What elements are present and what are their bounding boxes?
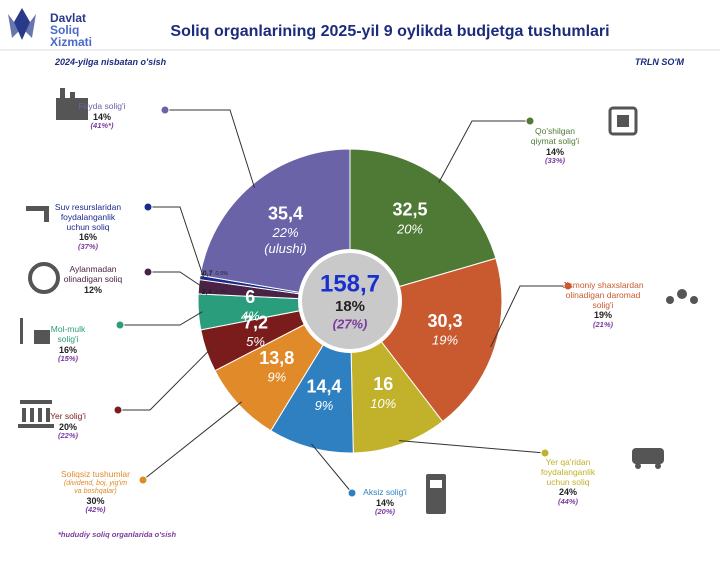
- unit: TRLN SO'M: [634, 57, 684, 67]
- share-label: 0,5%: [215, 271, 228, 277]
- slice: [349, 148, 497, 302]
- leader-line: [120, 311, 203, 326]
- share-label: 20%: [396, 221, 423, 236]
- category-label: Qo'shilgan qiymat solig'i: [530, 126, 580, 146]
- growth-label: 14%: [545, 146, 564, 157]
- category-label: Yer qa'ridan foydalanganlik uchun soliq: [540, 457, 596, 487]
- growth-2024-label: (33%): [544, 155, 565, 165]
- share-label: 22%: [272, 225, 299, 240]
- logo-line: Davlat: [50, 11, 87, 25]
- leader-line: [148, 271, 203, 288]
- value-label: 6: [245, 287, 255, 307]
- callout: Soliqsiz tushumlar (dividend, boj, yig'im…: [48, 469, 143, 515]
- callout-dot: [143, 267, 153, 277]
- value-label: 16: [373, 374, 393, 394]
- callout-dot: [115, 320, 125, 330]
- category-label: Aksiz solig'i: [363, 487, 407, 497]
- callout: Aksiz solig'i 14% (20%): [340, 487, 430, 517]
- chart-title: Soliq organlarining 2025-yil 9 oylikda b…: [170, 23, 610, 40]
- callout-dot: [160, 105, 170, 115]
- logo-icon: [8, 8, 36, 40]
- logo-text: Davlat Soliq Xizmati: [50, 12, 92, 48]
- growth-2024-label: (15%): [57, 353, 78, 363]
- share-label: 19%: [432, 332, 458, 347]
- share-label: 9%: [315, 398, 334, 413]
- share-label: 10%: [370, 396, 396, 411]
- value-label: 32,5: [392, 200, 427, 220]
- logo-line: Xizmati: [50, 35, 93, 49]
- callout: Suv resurslaridan foydalanganlik uchun s…: [33, 202, 143, 251]
- leader-line: [148, 206, 205, 279]
- value-label: 13,8: [259, 348, 294, 368]
- callout: Qo'shilgan qiymat solig'i 14% (33%): [510, 126, 600, 166]
- growth-label: 30%: [86, 495, 105, 506]
- callout-dot: [347, 488, 357, 498]
- callout-dot: [563, 281, 573, 291]
- callout: Yer qa'ridan foydalanganlik uchun soliq 2…: [523, 457, 613, 506]
- callout: Jismoniy shaxslardan olinadigan daromad …: [548, 280, 658, 329]
- value-label: 30,3: [428, 311, 463, 331]
- callout-dot: [143, 202, 153, 212]
- share-label: 5%: [246, 334, 265, 349]
- slice: [199, 148, 351, 302]
- total-label: 158,7: [320, 270, 380, 297]
- value-label: 7,2: [243, 312, 268, 332]
- share-note: (ulushi): [264, 241, 307, 256]
- category-label: Soliqsiz tushumlar: [61, 469, 130, 479]
- growth-2024-label: (37%): [77, 241, 98, 251]
- logo-line: Soliq: [50, 23, 80, 37]
- callout: Aylanmadan olinadigan soliq 12%: [48, 264, 138, 295]
- growth-label: 16%: [78, 232, 97, 243]
- category-label: Mol-mulk solig'i: [50, 324, 86, 344]
- share-label: 4%: [241, 309, 260, 324]
- growth-label: 20%: [58, 421, 77, 432]
- growth-2024-label: (41%*): [90, 121, 114, 131]
- total-growth-label: 18%: [335, 298, 365, 315]
- icons: [18, 88, 698, 514]
- growth-label: 16%: [58, 344, 77, 355]
- callout: Foyda solig'i 14% (41%*): [57, 101, 147, 131]
- category-label: Yer solig'i: [50, 411, 86, 421]
- footnote: *hududiy soliq organlarida o'sish: [58, 530, 177, 539]
- growth-2024-label: (22%): [57, 431, 78, 441]
- growth-label: 14%: [92, 111, 111, 122]
- callout-dot: [525, 116, 535, 126]
- leader-line: [438, 120, 530, 183]
- leader-line: [311, 443, 353, 494]
- growth-2024-label: (42%): [85, 505, 106, 515]
- category-label: Aylanmadan olinadigan soliq: [63, 264, 123, 284]
- total-growth-2024-label: (27%): [333, 316, 368, 331]
- subtitle: 2024-yilga nisbatan o'sish: [55, 57, 167, 67]
- leader-line: [399, 440, 546, 454]
- growth-label: 19%: [593, 310, 612, 321]
- value-label: 14,4: [306, 376, 341, 396]
- leader-line: [165, 109, 256, 189]
- category-label: Jismoniy shaxslardan olinadigan daromad …: [562, 280, 644, 310]
- value-label: 2,4: [202, 289, 212, 296]
- growth-2024-label: (44%): [557, 496, 578, 506]
- callout-dot: [113, 405, 123, 415]
- callout: Mol-mulk solig'i 16% (15%): [23, 324, 113, 364]
- category-label: Suv resurslaridan foydalanganlik uchun s…: [54, 202, 122, 232]
- callout: Yer solig'i 20% (22%): [23, 411, 113, 441]
- leader-line: [490, 285, 568, 348]
- value-label: 0,7: [203, 270, 213, 277]
- growth-2024-label: (20%): [374, 507, 395, 517]
- callout-dot: [138, 475, 148, 485]
- share-label: 9%: [267, 370, 286, 385]
- center-circle: [298, 249, 402, 353]
- leader-line: [142, 401, 242, 481]
- growth-label: 24%: [558, 487, 577, 498]
- share-label: 1,5%: [214, 289, 227, 295]
- leader-line: [118, 349, 211, 411]
- category-label: Foyda solig'i: [78, 101, 126, 111]
- growth-label: 12%: [83, 284, 102, 295]
- value-label: 35,4: [268, 203, 303, 223]
- growth-2024-label: (21%): [592, 319, 613, 329]
- callout-dot: [540, 448, 550, 458]
- category-note: (dividend, boj, yig'im va boshqalar): [63, 479, 128, 495]
- growth-label: 14%: [375, 497, 394, 508]
